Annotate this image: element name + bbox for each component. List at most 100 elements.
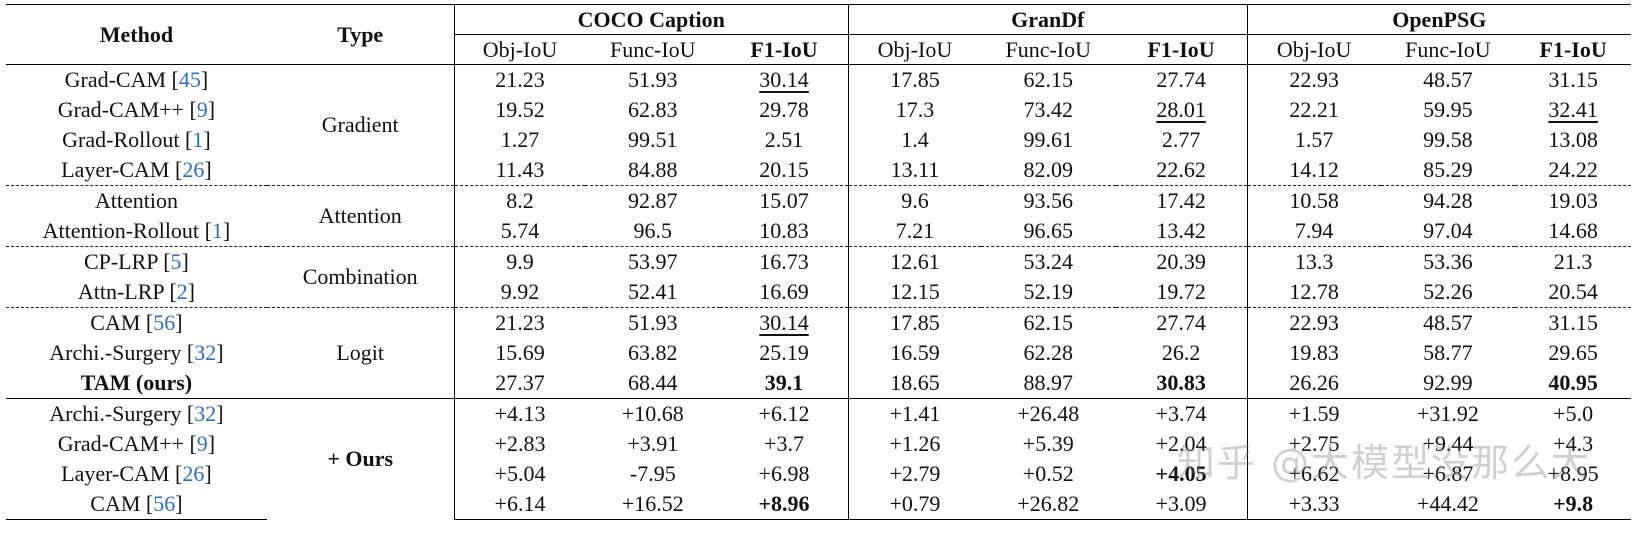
value-cell: +2.04 bbox=[1116, 429, 1248, 459]
table-row: Archi.-Surgery [32] + Ours +4.13 +10.68 +6.1… bbox=[6, 398, 1631, 520]
value-text: 53.24 bbox=[1023, 249, 1074, 274]
value-text: +5.39 bbox=[1022, 431, 1074, 456]
value-cell: 12.15 bbox=[847, 277, 981, 308]
value-cell: 19.52 bbox=[453, 95, 586, 125]
citation-link[interactable]: 1 bbox=[192, 127, 204, 152]
method-name: Grad-CAM bbox=[64, 67, 167, 92]
method-cell: Grad-Rollout [1] bbox=[62, 127, 211, 152]
value-cell: 30.83 bbox=[1116, 368, 1248, 399]
citation-link[interactable]: 56 bbox=[153, 310, 176, 335]
value-text: +6.12 bbox=[758, 401, 810, 426]
value-cell: 52.41 bbox=[585, 277, 720, 308]
value-cell: 30.14 bbox=[720, 307, 849, 338]
value-cell: 52.19 bbox=[981, 277, 1116, 308]
value-cell: 62.15 bbox=[980, 64, 1116, 95]
value-cell: +0.79 bbox=[847, 489, 981, 520]
value-cell: 28.01 bbox=[1116, 95, 1248, 125]
value-text: +5.0 bbox=[1553, 401, 1594, 426]
citation-link[interactable]: 2 bbox=[176, 279, 188, 304]
value-cell: 99.58 bbox=[1381, 125, 1516, 155]
value-text: 40.95 bbox=[1548, 370, 1598, 395]
value-text: +3.33 bbox=[1288, 491, 1340, 516]
value-cell: 39.1 bbox=[720, 368, 848, 399]
value-cell: 17.3 bbox=[847, 95, 981, 125]
value-cell: 96.65 bbox=[981, 216, 1116, 247]
type-cell-ours: + Ours bbox=[266, 398, 455, 520]
value-text: 11.43 bbox=[495, 157, 545, 182]
method-name: CAM bbox=[90, 310, 141, 335]
value-cell: 51.93 bbox=[585, 307, 721, 338]
value-text: 21.23 bbox=[495, 67, 545, 92]
value-cell: 13.42 bbox=[1116, 216, 1248, 247]
value-text: +6.87 bbox=[1422, 461, 1474, 486]
value-cell: 1.57 bbox=[1246, 125, 1381, 155]
method-cell: Layer-CAM [26] bbox=[61, 461, 212, 486]
citation-link[interactable]: 9 bbox=[196, 97, 208, 122]
value-text: +2.04 bbox=[1155, 431, 1207, 456]
type-header: Type bbox=[266, 4, 455, 65]
value-text: 20.54 bbox=[1548, 279, 1598, 304]
method-header: Method bbox=[6, 4, 267, 65]
value-text: +16.52 bbox=[621, 491, 684, 516]
citation-link[interactable]: 1 bbox=[211, 218, 223, 243]
value-text: +9.8 bbox=[1553, 491, 1594, 516]
citation-link[interactable]: 9 bbox=[196, 431, 208, 456]
table-row: TAM (ours) 27.37 68.44 39.1 18.65 88.97 30.83 2… bbox=[6, 368, 1631, 399]
citation-link[interactable]: 56 bbox=[153, 491, 176, 516]
citation-link[interactable]: 32 bbox=[194, 340, 217, 365]
method-name: TAM (ours) bbox=[80, 370, 193, 395]
value-text: 68.44 bbox=[628, 370, 678, 395]
value-text: 52.19 bbox=[1023, 279, 1074, 304]
value-cell: 19.72 bbox=[1116, 277, 1248, 308]
value-text: 19.52 bbox=[495, 97, 545, 122]
value-cell: 17.85 bbox=[847, 64, 981, 95]
value-cell: 97.04 bbox=[1381, 216, 1516, 247]
value-cell: +4.05 bbox=[1116, 459, 1248, 489]
value-cell: 20.39 bbox=[1115, 246, 1248, 277]
value-cell: +6.14 bbox=[453, 489, 586, 520]
value-text: 59.95 bbox=[1423, 97, 1473, 122]
table-row: Grad-CAM [45] Gradient 21.23 51.93 30.14 17.8… bbox=[6, 64, 1631, 186]
table-row: Archi.-Surgery [32] 15.69 63.82 25.19 16.59 6… bbox=[6, 338, 1631, 368]
citation-link[interactable]: 5 bbox=[170, 249, 182, 274]
method-cell: Archi.-Surgery [32] bbox=[49, 340, 224, 365]
value-text: 73.42 bbox=[1023, 97, 1074, 122]
value-text: 13.3 bbox=[1294, 249, 1334, 274]
citation-link[interactable]: 45 bbox=[178, 67, 201, 92]
value-text: 92.87 bbox=[628, 188, 678, 213]
value-text: 94.28 bbox=[1423, 188, 1473, 213]
citation-link[interactable]: 26 bbox=[182, 461, 205, 486]
value-text: 19.03 bbox=[1548, 188, 1598, 213]
value-cell: +3.09 bbox=[1115, 489, 1248, 520]
value-text: +2.79 bbox=[889, 461, 941, 486]
citation-link[interactable]: 26 bbox=[182, 157, 205, 182]
value-text: 1.57 bbox=[1294, 127, 1334, 152]
value-cell: +3.74 bbox=[1115, 398, 1248, 429]
value-text: +3.91 bbox=[627, 431, 679, 456]
citation-link[interactable]: 32 bbox=[194, 401, 217, 426]
value-cell: 13.08 bbox=[1515, 125, 1631, 155]
value-text: 48.57 bbox=[1423, 67, 1473, 92]
value-cell: 9.92 bbox=[453, 277, 586, 308]
method-cell: Attention bbox=[6, 185, 267, 216]
value-cell: 2.51 bbox=[720, 125, 848, 155]
metric-header: F1-IoU bbox=[1147, 37, 1215, 62]
value-cell: 8.2 bbox=[453, 185, 586, 216]
value-cell: 26.2 bbox=[1116, 338, 1248, 368]
type-cell-attention: Attention bbox=[266, 185, 455, 247]
value-cell: 84.88 bbox=[585, 155, 720, 186]
value-text: 39.1 bbox=[764, 370, 804, 395]
value-text: 27.37 bbox=[495, 370, 545, 395]
metric-header: Obj-IoU bbox=[847, 34, 981, 65]
value-text: +2.83 bbox=[494, 431, 546, 456]
value-text: 15.69 bbox=[495, 340, 545, 365]
value-text: +2.75 bbox=[1288, 431, 1340, 456]
value-text: +0.52 bbox=[1022, 461, 1074, 486]
table-row: Grad-CAM++ [9] 19.52 62.83 29.78 17.3 73.42 28… bbox=[6, 95, 1631, 125]
value-cell: 92.99 bbox=[1381, 368, 1516, 399]
metric-header: Func-IoU bbox=[1405, 37, 1491, 62]
value-text: 48.57 bbox=[1423, 310, 1473, 335]
value-text: 97.04 bbox=[1423, 218, 1473, 243]
value-cell: 25.19 bbox=[720, 338, 848, 368]
value-cell: 52.26 bbox=[1381, 277, 1516, 308]
